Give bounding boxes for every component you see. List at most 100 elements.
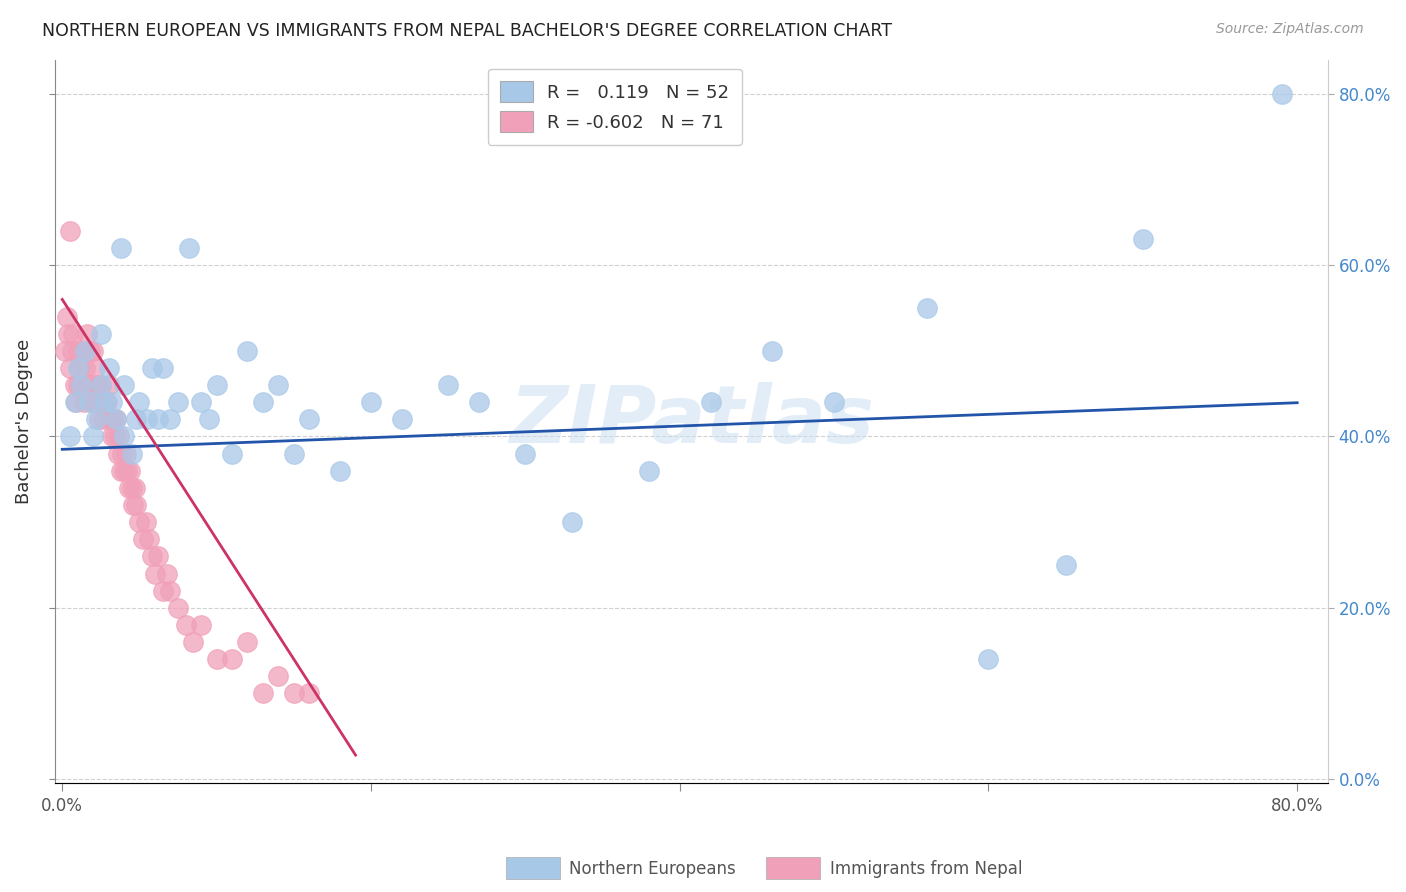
Point [93, 412, 115, 426]
Point [152, 360, 174, 375]
Point [82, 429, 104, 443]
Point [112, 464, 135, 478]
Point [360, 395, 382, 409]
Text: NORTHERN EUROPEAN VS IMMIGRANTS FROM NEPAL BACHELOR'S DEGREE CORRELATION CHART: NORTHERN EUROPEAN VS IMMIGRANTS FROM NEP… [42, 22, 893, 40]
Point [267, 378, 290, 392]
Point [122, 498, 145, 512]
Point [83, 360, 105, 375]
Point [141, 549, 163, 564]
Point [66, 343, 89, 358]
Point [72, 343, 94, 358]
Point [62, 326, 84, 341]
Point [205, 652, 228, 666]
Point [97, 378, 120, 392]
Point [107, 447, 129, 461]
Point [67, 360, 90, 375]
Y-axis label: Bachelor's Degree: Bachelor's Degree [15, 339, 32, 504]
Point [167, 395, 190, 409]
Point [77, 378, 100, 392]
Point [60, 343, 83, 358]
Point [125, 498, 148, 512]
Point [79, 395, 101, 409]
Point [120, 464, 142, 478]
Point [104, 429, 127, 443]
Point [283, 686, 305, 700]
Point [283, 447, 305, 461]
Point [100, 429, 122, 443]
Point [53, 343, 76, 358]
Point [100, 395, 122, 409]
Point [91, 395, 114, 409]
Point [96, 395, 118, 409]
Point [915, 301, 938, 315]
Legend: R =   0.119   N = 52, R = -0.602   N = 71: R = 0.119 N = 52, R = -0.602 N = 71 [488, 69, 742, 145]
Point [66, 360, 89, 375]
Point [977, 652, 1000, 666]
Point [112, 378, 135, 392]
Point [131, 533, 153, 547]
Point [135, 515, 157, 529]
Point [468, 395, 491, 409]
Point [136, 412, 159, 426]
Point [177, 241, 200, 255]
Point [146, 412, 169, 426]
Point [69, 378, 91, 392]
Point [1054, 558, 1077, 572]
Point [94, 395, 117, 409]
Point [236, 343, 259, 358]
Point [66, 378, 89, 392]
Point [111, 447, 134, 461]
Point [125, 412, 148, 426]
Point [515, 447, 537, 461]
Point [115, 464, 138, 478]
Point [108, 429, 131, 443]
Point [221, 447, 243, 461]
Point [63, 378, 86, 392]
Point [252, 686, 274, 700]
Point [69, 378, 91, 392]
Point [117, 481, 139, 495]
Point [823, 395, 845, 409]
Point [59, 429, 82, 443]
Point [761, 343, 783, 358]
Point [190, 618, 212, 632]
Point [1271, 87, 1294, 101]
Point [90, 326, 112, 341]
Point [128, 515, 150, 529]
Point [97, 360, 120, 375]
Point [121, 447, 143, 461]
Point [56, 310, 79, 324]
Point [87, 378, 110, 392]
Point [75, 343, 97, 358]
Point [236, 635, 259, 649]
Point [63, 395, 86, 409]
Text: Source: ZipAtlas.com: Source: ZipAtlas.com [1216, 22, 1364, 37]
Point [110, 464, 132, 478]
Point [103, 412, 125, 426]
Point [221, 652, 243, 666]
Point [76, 326, 98, 341]
Point [1132, 232, 1154, 246]
Point [94, 395, 117, 409]
Point [59, 360, 82, 375]
Point [98, 412, 121, 426]
Point [82, 343, 104, 358]
Point [112, 429, 135, 443]
Text: Immigrants from Nepal: Immigrants from Nepal [830, 860, 1022, 878]
Point [159, 412, 181, 426]
Point [114, 447, 136, 461]
Point [80, 395, 103, 409]
Point [174, 618, 197, 632]
Point [90, 378, 112, 392]
Point [146, 549, 169, 564]
Point [699, 395, 721, 409]
Point [105, 412, 128, 426]
Point [183, 635, 205, 649]
Point [121, 481, 143, 495]
Point [82, 378, 104, 392]
Point [89, 412, 111, 426]
Point [75, 360, 97, 375]
Point [329, 464, 352, 478]
Point [267, 669, 290, 683]
Point [59, 224, 82, 238]
